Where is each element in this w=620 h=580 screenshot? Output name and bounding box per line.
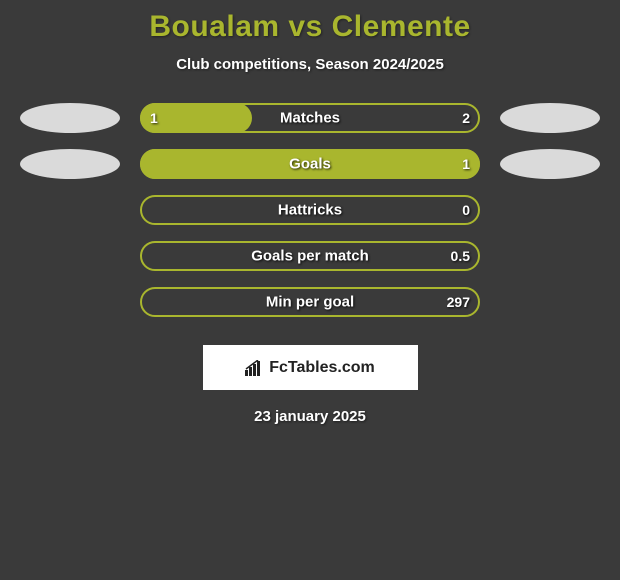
stat-row: Min per goal 297 [0,287,620,317]
stats-rows: 1 Matches 2 Goals 1 Hattricks 0 Goals per match… [0,103,620,317]
stat-row: 1 Matches 2 [0,103,620,133]
player-left-marker [20,103,120,133]
chart-icon [245,360,265,376]
stat-label: Min per goal [266,294,354,311]
stat-row: Hattricks 0 [0,195,620,225]
stat-value-right: 2 [462,110,470,126]
player-left-marker [20,149,120,179]
spacer [500,195,600,225]
player-right-marker [500,149,600,179]
stat-label: Goals per match [251,248,369,265]
stat-row: Goals 1 [0,149,620,179]
spacer [500,287,600,317]
date-label: 23 january 2025 [0,408,620,425]
stat-bar: Min per goal 297 [140,287,480,317]
stat-value-left: 1 [150,110,158,126]
stat-value-right: 0.5 [451,248,470,264]
spacer [20,287,120,317]
brand-label: FcTables.com [245,359,375,377]
brand-badge[interactable]: FcTables.com [203,345,418,390]
spacer [20,241,120,271]
stats-comparison: Boualam vs Clemente Club competitions, S… [0,0,620,425]
stat-label: Matches [280,110,340,127]
page-subtitle: Club competitions, Season 2024/2025 [0,56,620,73]
stat-row: Goals per match 0.5 [0,241,620,271]
stat-bar: Goals per match 0.5 [140,241,480,271]
stat-value-right: 0 [462,202,470,218]
stat-bar: Goals 1 [140,149,480,179]
player-right-marker [500,103,600,133]
spacer [500,241,600,271]
stat-value-right: 297 [447,294,470,310]
page-title: Boualam vs Clemente [0,10,620,44]
spacer [20,195,120,225]
stat-label: Goals [289,156,331,173]
stat-bar: Hattricks 0 [140,195,480,225]
stat-bar: 1 Matches 2 [140,103,480,133]
stat-label: Hattricks [278,202,342,219]
brand-text: FcTables.com [269,359,375,377]
stat-value-right: 1 [462,156,470,172]
